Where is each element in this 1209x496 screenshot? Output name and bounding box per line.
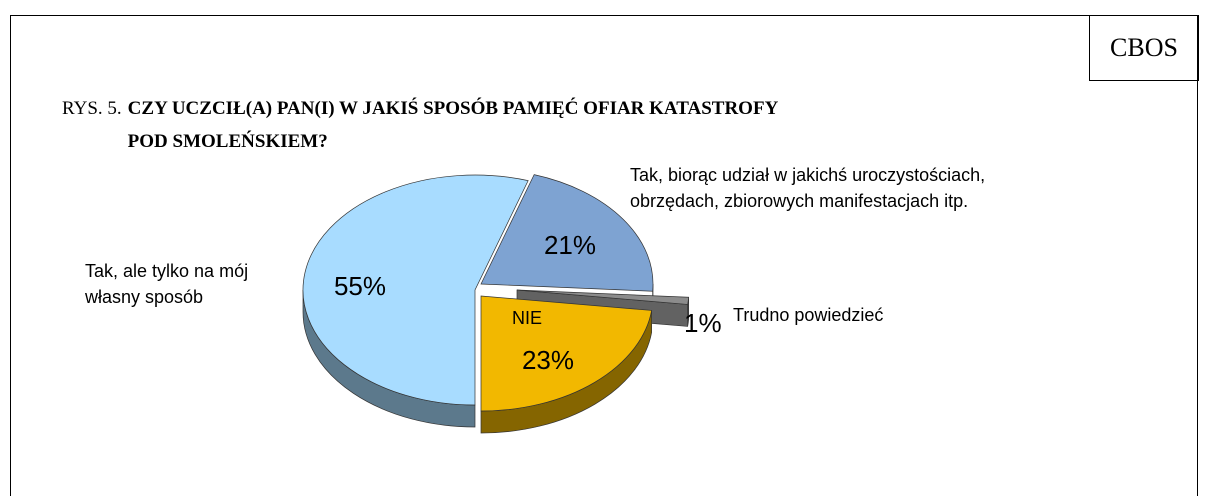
- title-prefix: RYS. 5.: [62, 98, 122, 119]
- source: CBOS: [1089, 15, 1199, 81]
- category-label: Tak, ale tylko na mój własny sposób: [85, 261, 249, 307]
- value-label: 55%: [334, 271, 386, 301]
- category-label: Tak, biorąc udział w jakichś uroczystośc…: [630, 165, 986, 211]
- slice: [480, 295, 653, 412]
- slice: [302, 174, 529, 406]
- value-label: 23%: [522, 345, 574, 375]
- slice: [480, 174, 654, 292]
- frame: [10, 15, 1198, 496]
- title-text: CZY UCZCIŁ(A) PAN(I) W JAKIŚ SPOSÓB PAMI…: [127, 98, 779, 152]
- slice: [516, 289, 690, 305]
- category-label: NIE: [512, 308, 543, 328]
- chart-title: RYS. 5. CZY UCZCIŁ(A) PAN(I) W JAKIŚ SPOS…: [62, 92, 778, 158]
- category-label: Trudno powiedzieć: [733, 305, 884, 325]
- value-label: 1%: [684, 308, 722, 338]
- value-label: 21%: [544, 230, 596, 260]
